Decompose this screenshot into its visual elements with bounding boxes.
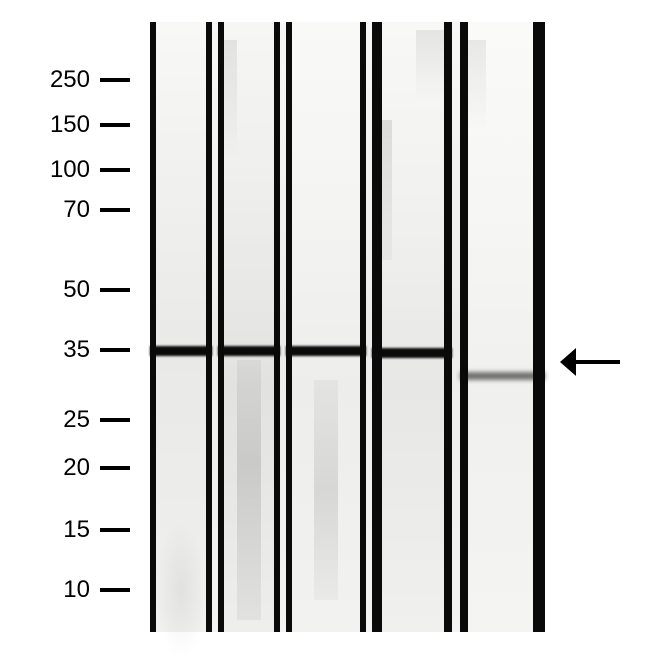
ladder-tick-35 <box>100 348 130 352</box>
ladder-tick-70 <box>100 208 130 212</box>
ladder-label-250: 250 <box>50 66 90 94</box>
protein-band <box>460 372 545 380</box>
lane-edge-left <box>460 22 468 632</box>
ladder-tick-150 <box>100 123 130 127</box>
target-band-arrow <box>560 348 620 376</box>
protein-band <box>218 346 280 356</box>
lane-5 <box>460 22 545 632</box>
lane-edge-right <box>533 22 545 632</box>
lane-smear <box>237 360 262 620</box>
lane-edge-right <box>274 22 280 632</box>
ladder-tick-250 <box>100 78 130 82</box>
ladder-tick-15 <box>100 528 130 532</box>
lane-edge-left <box>218 22 224 632</box>
ladder-tick-25 <box>100 418 130 422</box>
ladder-label-50: 50 <box>63 276 90 304</box>
ladder-label-20: 20 <box>63 454 90 482</box>
ladder-label-70: 70 <box>63 196 90 224</box>
lane-smear <box>314 380 338 600</box>
lane-edge-right <box>444 22 452 632</box>
ladder-label-15: 15 <box>63 516 90 544</box>
ladder-label-35: 35 <box>63 336 90 364</box>
arrow-head-icon <box>560 348 576 376</box>
gel-area <box>150 22 545 632</box>
lane-2 <box>218 22 280 632</box>
ladder-tick-100 <box>100 168 130 172</box>
ladder-label-25: 25 <box>63 406 90 434</box>
lane-1 <box>150 22 212 632</box>
lane-edge-left <box>150 22 156 632</box>
ladder-tick-20 <box>100 466 130 470</box>
lane-4 <box>372 22 452 632</box>
arrow-shaft <box>576 360 620 364</box>
lane-edge-right <box>360 22 366 632</box>
lane-edge-right <box>206 22 212 632</box>
ladder-label-100: 100 <box>50 156 90 184</box>
western-blot-figure: 250 150 100 70 50 35 25 20 15 10 <box>0 0 650 659</box>
lane-smear <box>156 520 206 659</box>
protein-band <box>372 348 452 358</box>
ladder-label-150: 150 <box>50 111 90 139</box>
protein-band <box>150 346 212 356</box>
ladder-tick-50 <box>100 288 130 292</box>
lane-edge-left <box>372 22 382 632</box>
ladder-label-10: 10 <box>63 576 90 604</box>
lane-edge-left <box>286 22 292 632</box>
lane-3 <box>286 22 366 632</box>
ladder-tick-10 <box>100 588 130 592</box>
lane-background <box>372 22 452 632</box>
protein-band <box>286 346 366 356</box>
